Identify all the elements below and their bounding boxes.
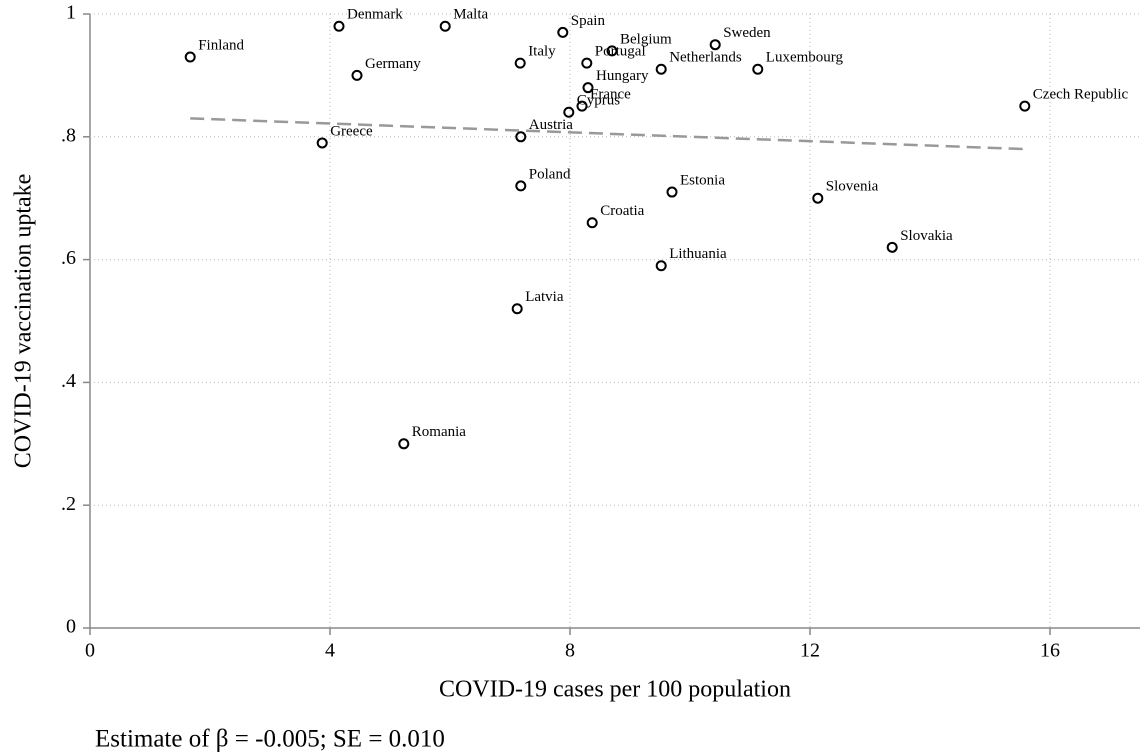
y-tick-label: .2 xyxy=(61,493,76,515)
point-label: Denmark xyxy=(347,7,403,23)
point-label: Slovakia xyxy=(900,228,953,244)
point xyxy=(752,63,764,75)
point xyxy=(398,438,410,450)
point xyxy=(557,26,569,38)
point-label: Greece xyxy=(330,123,373,139)
point-label: Austria xyxy=(529,117,574,133)
point xyxy=(666,186,678,198)
point-label: Hungary xyxy=(596,68,649,84)
point-label: Lithuania xyxy=(669,246,727,262)
y-tick-label: .6 xyxy=(61,247,76,269)
point-label: Germany xyxy=(365,56,421,72)
point xyxy=(576,100,588,112)
point-label: Luxembourg xyxy=(766,50,844,66)
point-label: Latvia xyxy=(525,289,564,305)
point xyxy=(515,180,527,192)
x-tick-label: 12 xyxy=(800,640,820,662)
point xyxy=(581,57,593,69)
point xyxy=(514,57,526,69)
x-tick-label: 16 xyxy=(1040,640,1060,662)
x-tick-label: 8 xyxy=(565,640,575,662)
x-axis-label: COVID-19 cases per 100 population xyxy=(439,677,791,703)
x-tick-label: 0 xyxy=(85,640,95,662)
point xyxy=(515,131,527,143)
note: Estimate of β = -0.005; SE = 0.010 xyxy=(95,726,445,753)
point xyxy=(184,51,196,63)
point-label: Netherlands xyxy=(669,50,742,66)
x-tick-label: 4 xyxy=(325,640,335,662)
point-label: Czech Republic xyxy=(1033,87,1129,103)
point xyxy=(511,303,523,315)
y-axis-label: COVID-19 vaccination uptake xyxy=(11,174,37,469)
point xyxy=(351,69,363,81)
point xyxy=(886,241,898,253)
point xyxy=(333,20,345,32)
point xyxy=(655,260,667,272)
point xyxy=(1019,100,1031,112)
point xyxy=(812,192,824,204)
point-label: Estonia xyxy=(680,172,725,188)
point xyxy=(582,82,594,94)
point-label: Belgium xyxy=(620,31,672,47)
fit-line xyxy=(190,117,1025,151)
point-label: Portugal xyxy=(595,44,646,60)
point-label: Poland xyxy=(529,166,571,182)
point-label: Malta xyxy=(453,7,488,23)
point-label: Cyprus xyxy=(577,93,621,109)
point-label: Italy xyxy=(528,44,556,60)
y-tick-label: .4 xyxy=(61,370,76,392)
point-label: Romania xyxy=(412,424,466,440)
point xyxy=(586,217,598,229)
point xyxy=(439,20,451,32)
point-label: Slovenia xyxy=(826,179,879,195)
point-label: France xyxy=(590,87,631,103)
point xyxy=(316,137,328,149)
point-label: Finland xyxy=(198,37,244,53)
point-label: Spain xyxy=(571,13,606,29)
point xyxy=(606,45,618,57)
point xyxy=(709,39,721,51)
point-label: Croatia xyxy=(600,203,644,219)
y-tick-label: 1 xyxy=(66,2,76,24)
point xyxy=(563,106,575,118)
point xyxy=(655,63,667,75)
y-tick-label: .8 xyxy=(61,124,76,146)
y-tick-label: 0 xyxy=(66,616,76,638)
point-label: Sweden xyxy=(723,25,771,41)
